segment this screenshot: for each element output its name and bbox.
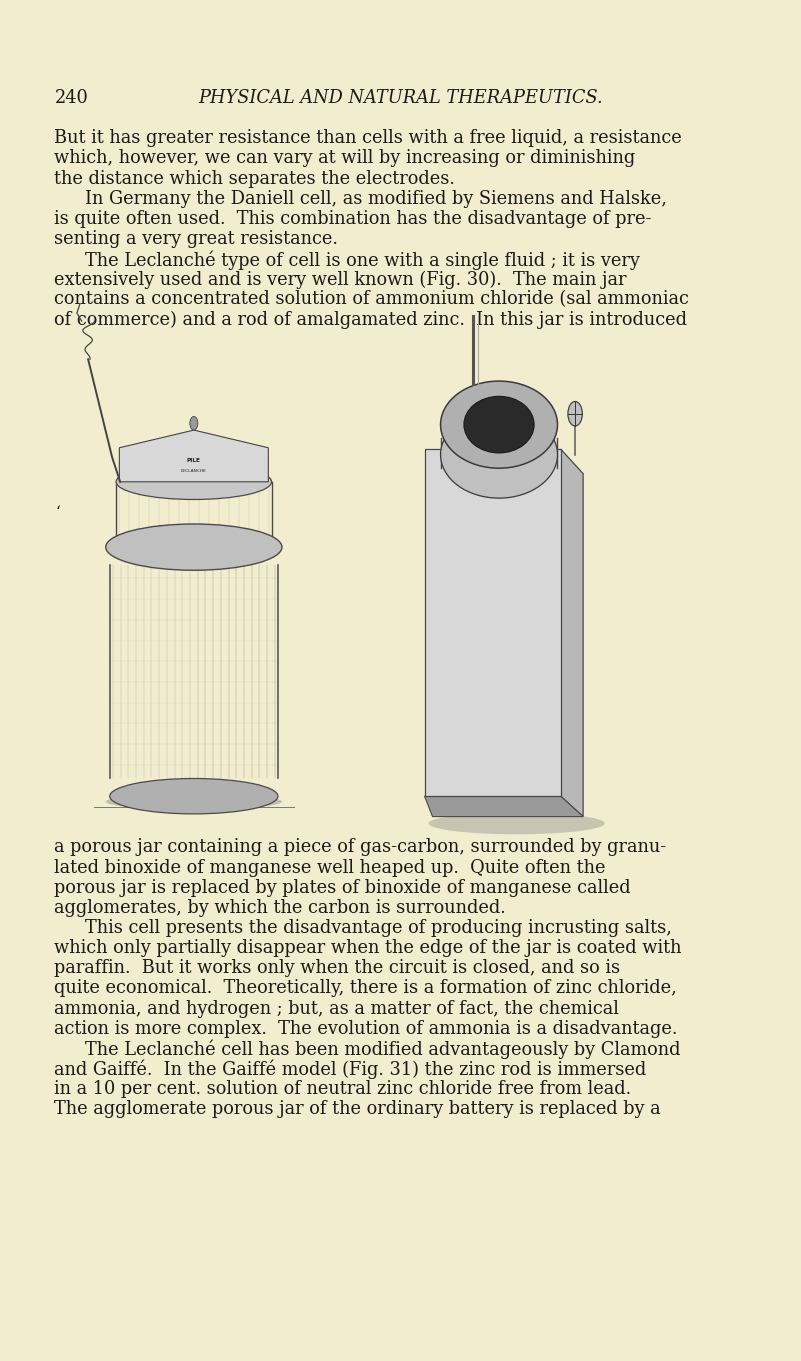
Text: The Leclanché cell has been modified advantageously by Clamond: The Leclanché cell has been modified adv… [85,1040,680,1059]
Ellipse shape [106,793,282,810]
Text: senting a very great resistance.: senting a very great resistance. [54,230,338,248]
Text: PHYSICAL AND NATURAL THERAPEUTICS.: PHYSICAL AND NATURAL THERAPEUTICS. [198,90,603,108]
Text: contains a concentrated solution of ammonium chloride (sal ammoniac: contains a concentrated solution of ammo… [54,290,690,309]
Polygon shape [425,449,561,796]
Text: The Leclanché type of cell is one with a single fluid ; it is very: The Leclanché type of cell is one with a… [85,250,640,269]
Text: is quite often used.  This combination has the disadvantage of pre-: is quite often used. This combination ha… [54,210,652,227]
Text: extensively used and is very well known (Fig. 30).  The main jar: extensively used and is very well known … [54,271,627,289]
Text: which only partially disappear when the edge of the jar is coated with: which only partially disappear when the … [54,939,682,957]
Ellipse shape [441,381,557,468]
Text: a porous jar containing a piece of gas-carbon, surrounded by granu-: a porous jar containing a piece of gas-c… [54,838,666,856]
Text: Fig. 30.: Fig. 30. [158,525,215,539]
Text: But it has greater resistance than cells with a free liquid, a resistance: But it has greater resistance than cells… [54,129,682,147]
Circle shape [190,416,198,430]
Ellipse shape [429,813,605,834]
Text: The agglomerate porous jar of the ordinary battery is replaced by a: The agglomerate porous jar of the ordina… [54,1100,661,1119]
Ellipse shape [116,464,272,499]
Polygon shape [561,449,583,817]
Ellipse shape [464,396,534,453]
Text: lated binoxide of manganese well heaped up.  Quite often the: lated binoxide of manganese well heaped … [54,859,606,876]
Polygon shape [119,430,268,482]
Text: In Germany the Daniell cell, as modified by Siemens and Halske,: In Germany the Daniell cell, as modified… [85,189,666,208]
Text: ammonia, and hydrogen ; but, as a matter of fact, the chemical: ammonia, and hydrogen ; but, as a matter… [54,999,619,1018]
Text: LECLANCHE: LECLANCHE [181,470,207,472]
Text: porous jar is replaced by plates of binoxide of manganese called: porous jar is replaced by plates of bino… [54,879,631,897]
Text: Fig. 31.: Fig. 31. [447,558,504,572]
Text: in a 10 per cent. solution of neutral zinc chloride free from lead.: in a 10 per cent. solution of neutral zi… [54,1081,632,1098]
Text: 240: 240 [54,90,88,108]
Text: This cell presents the disadvantage of producing incrusting salts,: This cell presents the disadvantage of p… [85,919,672,936]
Ellipse shape [106,524,282,570]
Text: ‘: ‘ [55,505,60,519]
Ellipse shape [110,778,278,814]
Text: the distance which separates the electrodes.: the distance which separates the electro… [54,170,455,188]
Text: PILE: PILE [187,457,201,463]
Polygon shape [425,796,583,817]
Text: paraffin.  But it works only when the circuit is closed, and so is: paraffin. But it works only when the cir… [54,960,621,977]
Circle shape [568,401,582,426]
Text: action is more complex.  The evolution of ammonia is a disadvantage.: action is more complex. The evolution of… [54,1019,678,1037]
Text: which, however, we can vary at will by increasing or diminishing: which, however, we can vary at will by i… [54,150,636,167]
Ellipse shape [441,411,557,498]
Text: quite economical.  Theoretically, there is a formation of zinc chloride,: quite economical. Theoretically, there i… [54,980,677,998]
Text: and Gaiffé.  In the Gaiffé model (Fig. 31) the zinc rod is immersed: and Gaiffé. In the Gaiffé model (Fig. 31… [54,1060,646,1079]
Text: of commerce) and a rod of amalgamated zinc.  In this jar is introduced: of commerce) and a rod of amalgamated zi… [54,310,687,329]
Text: agglomerates, by which the carbon is surrounded.: agglomerates, by which the carbon is sur… [54,898,506,917]
